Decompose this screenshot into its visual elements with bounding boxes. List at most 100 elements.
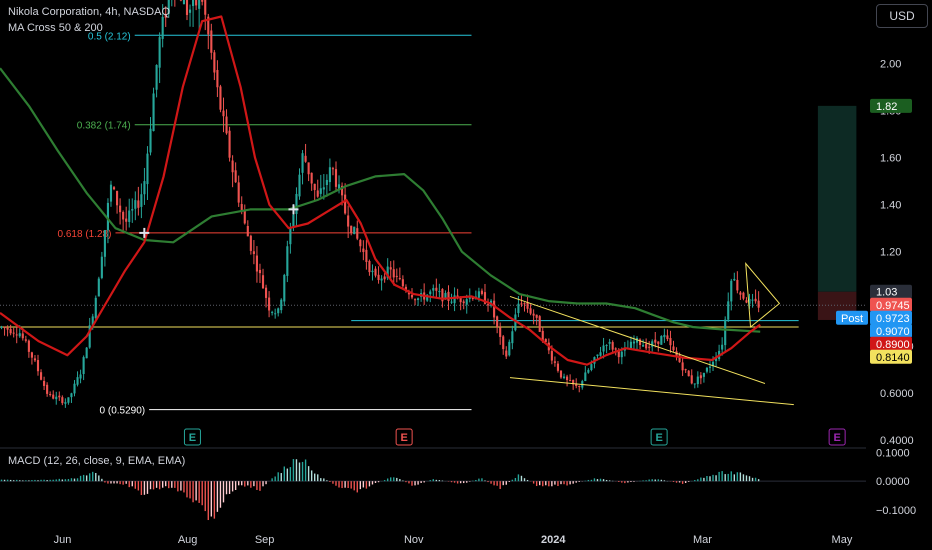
price-pane[interactable]: 0.5 (2.12) 0.382 (1.74) 0.618 (1.28) 0 (0.5… bbox=[0, 0, 866, 449]
candle[interactable] bbox=[201, 0, 204, 6]
candle[interactable] bbox=[328, 158, 331, 192]
candle[interactable] bbox=[106, 198, 110, 244]
earnings-marker[interactable]: E bbox=[395, 428, 413, 446]
candle[interactable] bbox=[380, 275, 383, 291]
candle[interactable] bbox=[255, 246, 258, 283]
candle[interactable] bbox=[313, 183, 316, 202]
candle[interactable] bbox=[58, 391, 61, 401]
price-axis-label[interactable]: 0.9745 bbox=[870, 297, 912, 312]
candle[interactable] bbox=[672, 340, 675, 352]
candle[interactable] bbox=[362, 240, 365, 261]
candle[interactable] bbox=[392, 260, 395, 286]
candle[interactable] bbox=[67, 397, 70, 405]
candle[interactable] bbox=[185, 0, 189, 21]
candle[interactable] bbox=[523, 302, 526, 312]
candle[interactable] bbox=[638, 338, 642, 350]
candle[interactable] bbox=[608, 338, 611, 351]
candle[interactable] bbox=[164, 6, 167, 27]
candle[interactable] bbox=[669, 330, 672, 353]
candle[interactable] bbox=[417, 297, 420, 306]
candle[interactable] bbox=[307, 162, 310, 182]
candle[interactable] bbox=[179, 0, 182, 2]
candle[interactable] bbox=[535, 314, 538, 326]
candle[interactable] bbox=[27, 339, 30, 358]
candle[interactable] bbox=[383, 273, 386, 283]
candle[interactable] bbox=[182, 0, 186, 5]
candle[interactable] bbox=[693, 383, 696, 389]
candle[interactable] bbox=[587, 368, 590, 374]
candle[interactable] bbox=[502, 334, 505, 355]
candle[interactable] bbox=[681, 358, 684, 377]
candle[interactable] bbox=[599, 346, 602, 357]
candle[interactable] bbox=[143, 167, 146, 205]
candle[interactable] bbox=[353, 226, 356, 235]
candle[interactable] bbox=[24, 335, 27, 343]
candle[interactable] bbox=[532, 309, 535, 325]
candle[interactable] bbox=[745, 297, 748, 304]
candle[interactable] bbox=[125, 206, 128, 231]
candle[interactable] bbox=[660, 335, 663, 345]
candle[interactable] bbox=[119, 198, 122, 225]
candle[interactable] bbox=[459, 296, 462, 311]
candle[interactable] bbox=[64, 398, 67, 408]
candle[interactable] bbox=[562, 373, 566, 380]
candle[interactable] bbox=[204, 0, 207, 31]
candle[interactable] bbox=[188, 4, 192, 27]
macd-pane[interactable] bbox=[0, 459, 866, 521]
candle[interactable] bbox=[401, 275, 404, 288]
candle[interactable] bbox=[705, 366, 709, 374]
candle[interactable] bbox=[684, 368, 687, 373]
candle[interactable] bbox=[657, 341, 660, 352]
candle[interactable] bbox=[748, 293, 751, 309]
candle[interactable] bbox=[277, 307, 280, 317]
candle[interactable] bbox=[280, 298, 283, 314]
candle[interactable] bbox=[754, 289, 757, 304]
time-axis[interactable]: Jun Aug Sep Nov 2024 Mar May bbox=[54, 534, 853, 546]
candle[interactable] bbox=[301, 150, 304, 185]
candle[interactable] bbox=[511, 325, 514, 350]
candle[interactable] bbox=[55, 391, 58, 405]
candle[interactable] bbox=[365, 239, 368, 270]
candle[interactable] bbox=[566, 374, 569, 387]
candle[interactable] bbox=[137, 186, 140, 216]
price-axis-label[interactable]: 1.82 bbox=[870, 98, 912, 113]
candle[interactable] bbox=[9, 324, 12, 336]
candle[interactable] bbox=[3, 326, 6, 336]
candle[interactable] bbox=[708, 360, 712, 373]
price-axis[interactable]: 0.40000.60000.80001.001.201.401.601.802.… bbox=[836, 11, 916, 517]
candle[interactable] bbox=[88, 317, 91, 349]
candle[interactable] bbox=[757, 291, 760, 313]
candle[interactable] bbox=[30, 351, 33, 365]
candle[interactable] bbox=[61, 395, 64, 406]
candle[interactable] bbox=[274, 308, 277, 319]
candle[interactable] bbox=[70, 392, 73, 403]
candle[interactable] bbox=[252, 240, 255, 265]
candle[interactable] bbox=[569, 374, 572, 382]
candle[interactable] bbox=[100, 251, 103, 280]
candle[interactable] bbox=[371, 264, 374, 281]
candle[interactable] bbox=[39, 369, 43, 381]
candle[interactable] bbox=[140, 183, 143, 219]
candle[interactable] bbox=[219, 84, 222, 113]
candle[interactable] bbox=[733, 272, 736, 282]
candle[interactable] bbox=[347, 205, 350, 239]
candle[interactable] bbox=[85, 347, 88, 359]
candle[interactable] bbox=[128, 198, 131, 228]
candle[interactable] bbox=[730, 278, 733, 311]
candle[interactable] bbox=[465, 294, 468, 314]
candle[interactable] bbox=[316, 179, 319, 198]
candle[interactable] bbox=[751, 293, 754, 308]
candle[interactable] bbox=[146, 146, 149, 200]
ma200-line[interactable] bbox=[0, 67, 761, 333]
candle[interactable] bbox=[0, 325, 3, 330]
candle[interactable] bbox=[319, 174, 322, 198]
post-market-badge[interactable]: Post bbox=[836, 310, 868, 325]
candle[interactable] bbox=[82, 355, 85, 381]
candle[interactable] bbox=[556, 361, 560, 373]
projection-target-zone[interactable] bbox=[817, 105, 857, 292]
candle[interactable] bbox=[508, 339, 511, 357]
candle[interactable] bbox=[149, 117, 152, 156]
candle[interactable] bbox=[258, 263, 262, 284]
candle[interactable] bbox=[690, 369, 693, 385]
ma-cross-marker[interactable] bbox=[139, 227, 150, 238]
